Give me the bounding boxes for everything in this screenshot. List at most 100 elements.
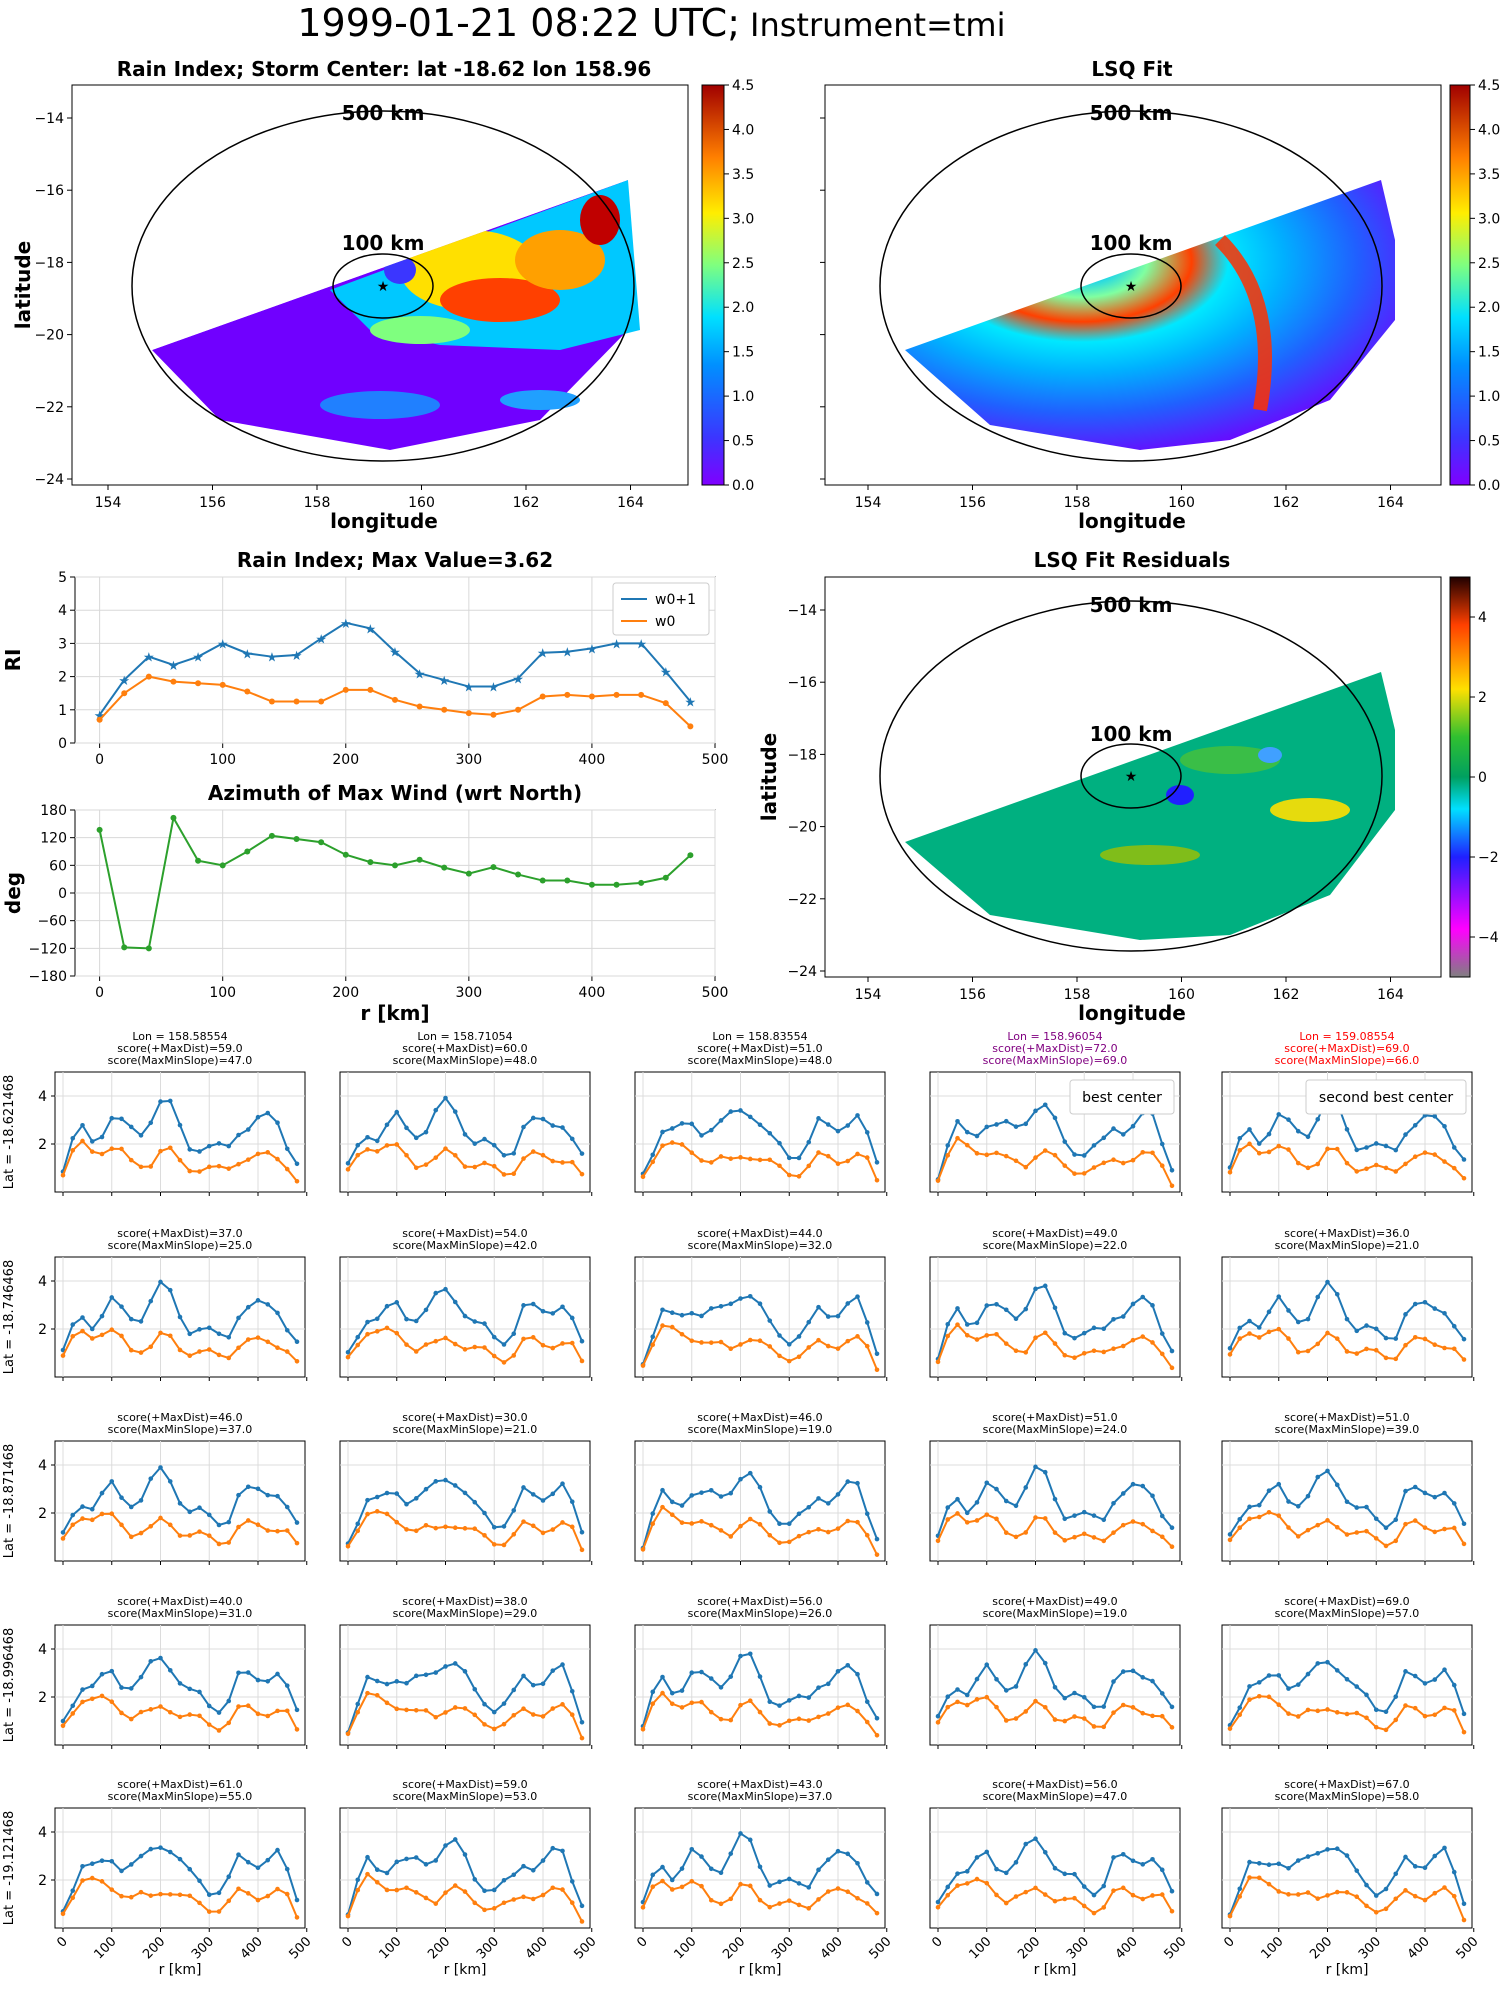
data-point [1403, 1161, 1408, 1167]
data-point [1159, 1691, 1165, 1696]
data-point [1442, 1310, 1447, 1316]
data-point [80, 1516, 85, 1521]
data-point [119, 1868, 124, 1874]
data-point [148, 1658, 154, 1664]
colorbar-tick-label: 3.5 [732, 167, 754, 183]
data-point [219, 681, 226, 688]
grid-panel: score(MaxMinSlope)=53.0score(+MaxDist)=5… [339, 1778, 599, 1978]
data-point [501, 1172, 507, 1177]
grid-panel: score(MaxMinSlope)=21.0score(+MaxDist)=3… [339, 1411, 593, 1565]
data-point [413, 1349, 419, 1354]
grid-panel: score(MaxMinSlope)=32.0score(+MaxDist)=4… [634, 1227, 888, 1381]
data-point [374, 1867, 380, 1873]
grid-panel: score(MaxMinSlope)=37.0score(+MaxDist)=4… [2, 1411, 308, 1565]
data-point [226, 1335, 232, 1340]
data-point [1325, 1330, 1330, 1336]
data-point [433, 1714, 439, 1720]
data-point [1169, 1167, 1175, 1173]
data-point [1159, 1713, 1165, 1719]
data-point [80, 1504, 85, 1509]
data-point [1383, 1335, 1389, 1341]
panel-legend [1305, 1079, 1467, 1115]
data-point [482, 1345, 487, 1350]
data-point [226, 1519, 232, 1525]
data-point [1422, 1865, 1428, 1870]
data-point [1120, 1491, 1126, 1496]
data-point [265, 1678, 271, 1684]
data-point [119, 1893, 124, 1899]
data-point [148, 1523, 154, 1529]
data-point [109, 1327, 115, 1333]
data-point [757, 1157, 763, 1163]
data-point [613, 881, 620, 888]
data-point [1305, 1165, 1311, 1171]
data-point [236, 1886, 241, 1892]
data-point [413, 1673, 419, 1679]
colorbar-tick-label: 0 [1478, 770, 1487, 786]
data-point [148, 1846, 154, 1852]
x-tick-label: 400 [818, 1934, 846, 1962]
data-point [177, 1122, 183, 1128]
panel-axes [54, 1807, 306, 1929]
data-point [206, 1164, 212, 1170]
data-point [1442, 1345, 1447, 1351]
data-point [669, 1887, 675, 1892]
data-point [1373, 1516, 1379, 1522]
data-point [265, 1110, 271, 1116]
data-point [1111, 1530, 1116, 1535]
data-point [1266, 1862, 1272, 1867]
data-point [1344, 1349, 1350, 1354]
y-tick-label: −60 [37, 914, 67, 930]
data-point [1101, 1905, 1107, 1910]
data-point [1432, 1890, 1438, 1896]
data-point [786, 1539, 792, 1545]
data-point [265, 1713, 271, 1719]
data-point [423, 1708, 429, 1713]
data-point [964, 1322, 970, 1327]
data-point [501, 1721, 507, 1727]
data-point [462, 1526, 468, 1531]
data-point [452, 1483, 458, 1488]
data-point [60, 1353, 66, 1358]
data-point [1373, 1141, 1379, 1146]
data-point [835, 1346, 841, 1351]
data-point [70, 1888, 76, 1893]
data-point [679, 1520, 685, 1525]
panel-score-dist: score(+MaxDist)=38.0 [402, 1595, 527, 1608]
data-point [1013, 1534, 1019, 1540]
data-point [718, 1716, 724, 1722]
data-point [1091, 1910, 1097, 1916]
data-point [197, 1878, 202, 1884]
data-point [384, 1681, 390, 1687]
data-point [275, 1345, 280, 1351]
data-point [708, 1897, 714, 1903]
data-point [835, 1161, 841, 1167]
data-point [89, 1875, 95, 1881]
data-point [689, 1493, 695, 1498]
data-point [1354, 1868, 1360, 1873]
data-point [236, 1132, 241, 1138]
data-point [1169, 1365, 1175, 1371]
data-point [511, 1532, 517, 1537]
data-point [491, 1163, 497, 1169]
colorbar-tick-label: 0.5 [1478, 434, 1500, 450]
data-point [128, 1686, 134, 1691]
colorbar-tick-label: 0.0 [1478, 478, 1500, 494]
data-point [1295, 1858, 1301, 1863]
data-point [501, 1877, 507, 1883]
data-point [501, 1542, 507, 1548]
data-point [1247, 1331, 1252, 1336]
data-point [1295, 1892, 1301, 1897]
data-point [521, 1863, 526, 1869]
panel-score-dist: score(+MaxDist)=49.0 [992, 1227, 1117, 1240]
panel-axes [634, 1071, 886, 1193]
data-point [1042, 1516, 1048, 1521]
data-point [294, 1727, 300, 1732]
residuals-map-ylabel: latitude [757, 733, 781, 821]
data-point [187, 1686, 193, 1692]
data-point [462, 1313, 468, 1319]
data-point [365, 1497, 370, 1503]
data-point [148, 1707, 154, 1712]
data-point [511, 1353, 517, 1358]
data-point [728, 1346, 734, 1351]
